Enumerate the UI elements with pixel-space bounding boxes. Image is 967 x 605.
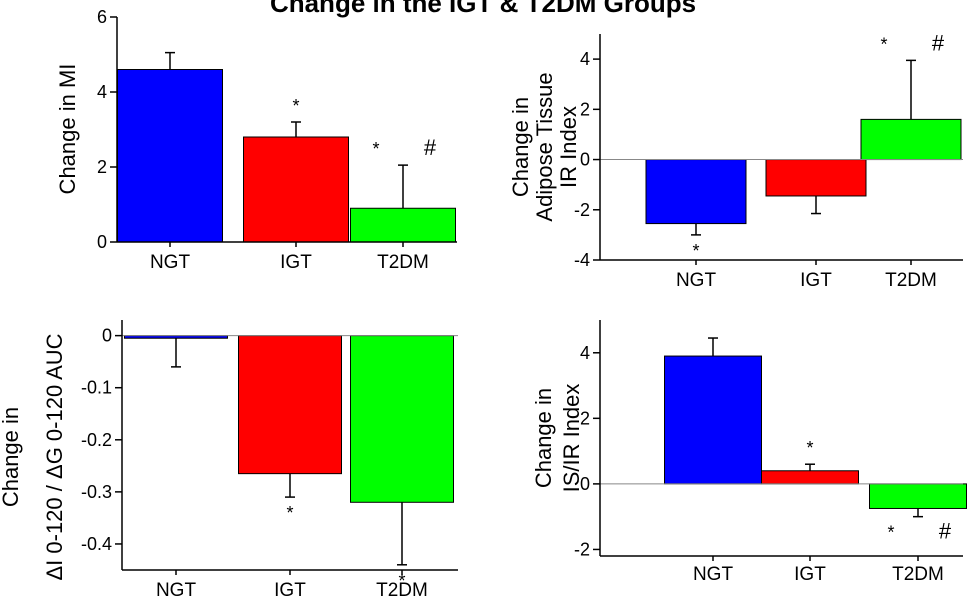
bar-t2dm <box>860 118 962 161</box>
bar-ngt <box>664 355 762 485</box>
y-tick-label: 2 <box>580 408 590 428</box>
y-tick-label: 2 <box>580 99 590 119</box>
hash-marker: # <box>932 30 945 55</box>
x-tick-label-t2dm: T2DM <box>892 564 944 585</box>
bar-t2dm <box>350 335 454 503</box>
chart-panel-4: * * # -2 0 2 4 NGT IGT T2DM Change in IS/IR Index <box>531 320 967 585</box>
x-tick-label-ngt: NGT <box>150 252 191 273</box>
chart-panel-2: * * # -4 -2 0 2 4 NGT IGT T2DM Change in Adipose Tis… <box>508 30 963 291</box>
y-axis-label: IS/IR Index <box>559 384 584 493</box>
x-tick-label-ngt: NGT <box>156 580 197 601</box>
y-axis-label: Adipose Tissue <box>532 72 557 221</box>
y-tick-label: 0 <box>102 326 112 346</box>
y-tick-label: 0 <box>580 150 590 170</box>
bar-t2dm <box>350 207 456 243</box>
y-tick-label: -0.1 <box>81 378 112 398</box>
y-tick-label: 2 <box>97 157 107 177</box>
y-tick-label: -4 <box>574 250 590 270</box>
y-tick-label: -0.4 <box>81 534 112 554</box>
bar-igt <box>765 159 867 197</box>
y-tick-label: 6 <box>97 7 107 27</box>
y-tick-label: -2 <box>574 200 590 220</box>
y-axis-label: Change in <box>531 388 556 488</box>
hash-marker: # <box>939 519 952 544</box>
x-tick-label-ngt: NGT <box>676 270 717 291</box>
x-tick-label-igt: IGT <box>280 252 312 273</box>
bar-ngt <box>117 69 223 243</box>
x-tick-label-igt: IGT <box>794 564 826 585</box>
star-marker: * <box>292 96 299 116</box>
bar-igt <box>761 470 859 485</box>
y-axis-label: ΔI 0-120 / ΔG 0-120 AUC <box>42 333 67 580</box>
hash-marker: # <box>424 135 437 160</box>
chart-panel-1: * * #0 2 4 6 NGT IGT T2DM Change in MI <box>55 7 457 273</box>
y-tick-label: 4 <box>97 82 107 102</box>
figure-title: Change in the IGT & T2DM Groups <box>270 0 696 18</box>
star-marker: * <box>286 503 293 523</box>
bar-igt <box>238 335 342 475</box>
y-tick-label: -0.2 <box>81 430 112 450</box>
y-axis-label: Change in MI <box>55 64 80 195</box>
x-tick-label-ngt: NGT <box>693 564 734 585</box>
bar-t2dm <box>869 483 967 509</box>
x-tick-label-t2dm: T2DM <box>376 580 428 601</box>
chart-panel-3: * * 0 -0.1 -0.2 -0.3 -0.4 NGT IGT T2DM Change in ΔI… <box>0 320 458 601</box>
y-tick-label: 0 <box>97 232 107 252</box>
star-marker: * <box>692 241 699 261</box>
y-tick-label: 4 <box>580 343 590 363</box>
star-marker: * <box>880 34 887 54</box>
x-tick-label-t2dm: T2DM <box>377 252 429 273</box>
bar-igt <box>243 136 349 243</box>
y-axis-label: Change in <box>0 407 23 507</box>
star-marker: * <box>806 438 813 458</box>
y-tick-label: 4 <box>580 49 590 69</box>
star-marker: * <box>398 571 405 591</box>
bar-ngt <box>645 159 747 225</box>
y-axis-label: Change in <box>508 97 533 197</box>
y-tick-label: -0.3 <box>81 482 112 502</box>
y-axis-label: IR Index <box>556 106 581 188</box>
y-tick-label: 0 <box>580 474 590 494</box>
y-tick-label: -2 <box>574 539 590 559</box>
x-tick-label-igt: IGT <box>274 580 306 601</box>
star-marker: * <box>887 523 894 543</box>
x-tick-label-t2dm: T2DM <box>885 270 937 291</box>
x-tick-label-igt: IGT <box>800 270 832 291</box>
star-marker: * <box>372 139 379 159</box>
